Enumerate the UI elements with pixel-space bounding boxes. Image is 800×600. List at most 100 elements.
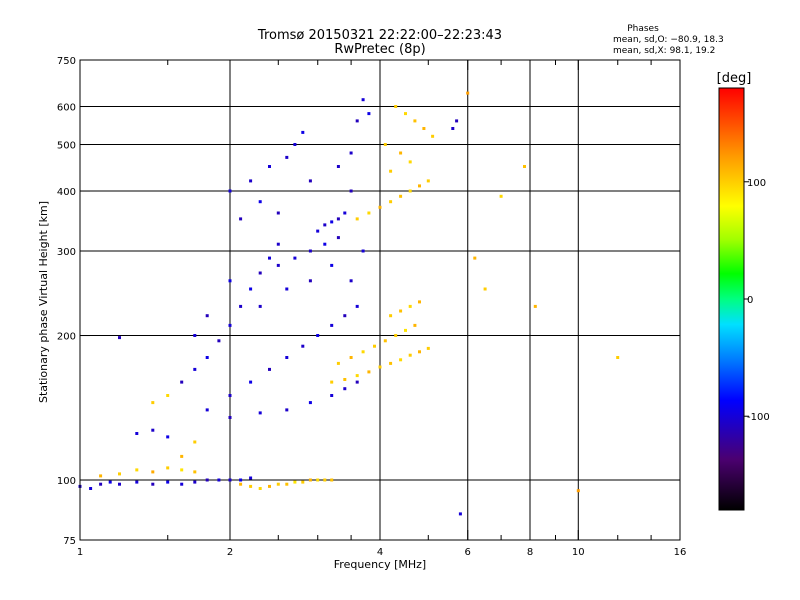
echo-point-x (301, 480, 305, 484)
echo-point-o (205, 356, 209, 359)
echo-point-o (276, 242, 280, 246)
echo-point-x (413, 323, 417, 327)
echo-point-x (413, 119, 417, 123)
echo-point-o (455, 119, 459, 123)
echo-point-o (276, 211, 280, 215)
echo-point-x (193, 440, 197, 444)
echo-point-x (431, 134, 435, 138)
echo-point-x (394, 105, 398, 108)
echo-point-o (276, 263, 280, 267)
x-ticks: 1 2 4 6 8 10 16 (77, 60, 687, 558)
echo-point-o (361, 249, 365, 253)
y-tick-label: 200 (57, 332, 76, 343)
echo-point-o (285, 408, 289, 412)
echo-point-x (576, 489, 580, 493)
echo-point-o (151, 428, 155, 432)
phases-title: Phases (627, 24, 659, 34)
echo-point-x (166, 394, 170, 397)
echo-point-o (349, 279, 353, 283)
echo-point-o (336, 165, 340, 168)
echo-point-x (239, 482, 243, 486)
echo-point-o (308, 401, 312, 405)
echo-point-o (355, 119, 359, 123)
echo-point-o (308, 249, 312, 253)
echo-point-x (383, 339, 387, 343)
colorbar-label: [deg] (717, 71, 752, 86)
echo-point-x (166, 466, 170, 470)
data-points (78, 91, 620, 516)
echo-point-o (285, 155, 289, 159)
echo-point-x (383, 143, 387, 146)
colorbar: [deg] 100 0 -100 (717, 71, 770, 511)
echo-point-x (330, 478, 334, 482)
colorbar-gradient (718, 87, 745, 511)
x-tick-label: 6 (465, 547, 471, 558)
echo-point-x (355, 217, 359, 221)
echo-point-x (418, 300, 421, 304)
echo-point-x (308, 478, 312, 482)
x-tick-label: 16 (674, 547, 687, 558)
y-tick-label: 750 (57, 56, 76, 67)
echo-point-x (466, 91, 470, 95)
echo-point-x (404, 112, 407, 116)
y-tick-label: 600 (57, 103, 76, 114)
echo-point-o (118, 482, 121, 486)
echo-point-x (394, 334, 398, 337)
echo-point-o (217, 339, 221, 343)
echo-point-x (389, 314, 393, 318)
echo-point-o (268, 367, 271, 371)
echo-point-o (258, 411, 262, 415)
x-tick-label: 1 (77, 547, 83, 558)
echo-point-o (166, 480, 170, 484)
echo-point-x (316, 478, 320, 482)
echo-point-x (473, 256, 477, 260)
echo-point-o (118, 336, 121, 340)
echo-point-x (118, 472, 121, 476)
echo-point-x (268, 484, 271, 488)
echo-point-x (151, 401, 155, 405)
echo-point-x (336, 361, 340, 365)
grid-lines (80, 60, 680, 540)
echo-point-x (483, 287, 487, 291)
echo-point-o (336, 236, 340, 240)
echo-point-o (355, 380, 359, 384)
echo-point-o (308, 279, 312, 283)
echo-point-o (180, 380, 184, 384)
echo-point-o (285, 356, 289, 359)
echo-point-x (249, 484, 253, 488)
echo-point-o (205, 408, 209, 412)
echo-point-o (228, 394, 232, 397)
echo-point-x (533, 304, 537, 308)
echo-point-x (499, 194, 503, 198)
echo-point-x (99, 474, 103, 478)
echo-point-o (301, 344, 305, 348)
echo-point-o (205, 314, 209, 318)
plot-area: 1 2 4 6 8 10 16 75 100 200 300 400 500 600 750 (57, 56, 686, 558)
colorbar-tick-label: 100 (747, 178, 766, 189)
echo-point-x (422, 127, 426, 130)
echo-point-x (616, 356, 620, 359)
echo-point-o (301, 130, 305, 134)
echo-point-x (418, 184, 421, 188)
echo-point-o (166, 435, 170, 439)
echo-point-o (239, 217, 243, 221)
echo-point-x (399, 309, 403, 313)
echo-point-x (330, 380, 334, 384)
echo-point-o (458, 512, 462, 516)
y-tick-label: 75 (63, 536, 76, 547)
colorbar-tick-label: 0 (747, 295, 753, 306)
echo-point-o (293, 143, 297, 146)
echo-point-o (343, 211, 347, 215)
chart-title: Tromsø 20150321 22:22:00–22:23:43 (257, 28, 502, 43)
echo-point-x (408, 160, 412, 164)
echo-point-o (330, 220, 334, 224)
echo-point-o (308, 179, 312, 183)
y-axis-label: Stationary phase Virtual Height [km] (37, 201, 50, 403)
x-tick-label: 10 (572, 547, 585, 558)
echo-point-o (228, 478, 232, 482)
echo-point-x (378, 205, 382, 209)
echo-point-o (285, 287, 289, 291)
echo-point-x (408, 304, 412, 308)
echo-point-x (408, 353, 412, 357)
echo-point-o (268, 165, 271, 168)
